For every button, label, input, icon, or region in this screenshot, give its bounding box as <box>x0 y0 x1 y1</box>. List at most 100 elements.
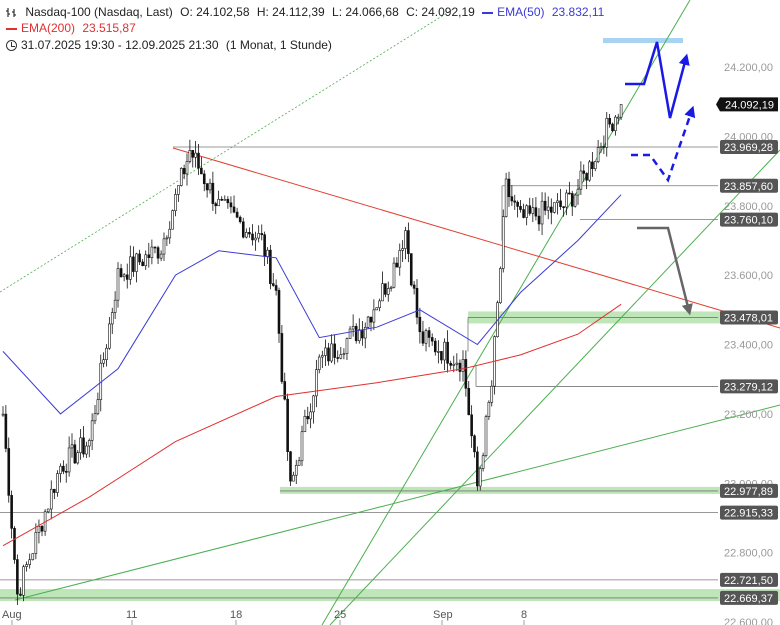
candle-body <box>34 532 38 554</box>
candle-body <box>248 232 251 235</box>
candle-body <box>333 343 336 358</box>
candle-body <box>312 395 315 413</box>
candle-body <box>519 206 522 210</box>
price-level-label-bg <box>720 212 778 227</box>
candle-body <box>223 199 227 201</box>
candle-body <box>226 199 230 204</box>
candle-body <box>499 268 502 304</box>
candle-body <box>559 200 562 207</box>
price-level-label-bg <box>720 572 778 587</box>
ema200-label: EMA(200) <box>21 21 76 35</box>
x-tick-label: 8 <box>521 609 527 621</box>
candle-body <box>540 200 544 225</box>
y-tick-label: 24.200,00 <box>724 62 773 74</box>
candle-body <box>185 161 189 175</box>
candle-body <box>191 150 195 158</box>
candle-body <box>119 268 123 278</box>
candle-body <box>522 209 525 218</box>
candle-body <box>381 283 384 302</box>
candle-body <box>125 274 129 280</box>
candle-body <box>556 200 559 203</box>
candle-body <box>361 329 364 339</box>
candle-body <box>351 325 355 330</box>
candle-body <box>513 200 517 203</box>
candle-body <box>478 468 482 487</box>
candle-body <box>62 465 65 472</box>
candle-body <box>37 525 41 533</box>
candle-body <box>108 323 111 349</box>
candle-body <box>73 444 77 464</box>
candle-body <box>330 343 333 362</box>
candle-body <box>10 495 13 529</box>
candle-body <box>392 262 396 288</box>
candle-body <box>153 246 157 249</box>
candle-body <box>56 473 59 493</box>
candle-body <box>220 198 224 201</box>
candle-body <box>64 471 68 473</box>
candle-body <box>437 351 440 353</box>
candle-body <box>132 256 135 272</box>
candle-body <box>67 447 71 473</box>
candle-body <box>156 247 160 259</box>
candle-body <box>427 330 431 338</box>
ema50-value: 23.832,11 <box>551 5 605 19</box>
price-level-label-bg <box>720 310 778 325</box>
candle-body <box>568 192 571 195</box>
candle-body <box>168 228 172 239</box>
candle-body <box>87 440 91 447</box>
candle-body <box>141 261 144 266</box>
candle-body <box>82 437 85 455</box>
candle-body <box>177 185 180 195</box>
candle-body <box>229 202 233 208</box>
candle-body <box>292 474 295 482</box>
candle-body <box>162 238 166 255</box>
candle-body <box>263 234 266 257</box>
steep-trend-line <box>321 0 691 625</box>
support-zone-22978 <box>280 486 720 494</box>
y-tick-label: 23.200,00 <box>724 409 773 421</box>
clock-icon <box>6 40 17 52</box>
candle-body <box>372 309 376 323</box>
candle-body <box>238 216 242 223</box>
candle-body <box>605 117 609 148</box>
candle-body <box>174 194 177 211</box>
candle-body <box>588 161 591 181</box>
candle-body <box>147 254 151 258</box>
price-level-label: 23.279,12 <box>724 381 773 393</box>
y-tick-label: 22.600,00 <box>724 617 773 625</box>
candle-body <box>257 233 260 239</box>
candle-body <box>389 286 393 289</box>
candle-body <box>484 416 488 457</box>
candle-body <box>378 300 381 308</box>
candle-body <box>446 341 449 364</box>
candle-body <box>357 329 361 342</box>
candle-body <box>458 362 462 372</box>
candle-body <box>345 338 349 354</box>
low-value: L: 24.066,68 <box>332 5 399 19</box>
candle-body <box>277 290 281 334</box>
candle-body <box>1 413 5 416</box>
price-level-label: 23.478,01 <box>724 312 773 324</box>
price-level-label: 22.669,37 <box>724 593 773 605</box>
chart-header: Nasdaq-100 (Nasdaq, Last) O: 24.102,58 H… <box>6 4 608 20</box>
resistance-line <box>172 147 780 329</box>
candle-body <box>342 353 346 355</box>
x-tick-label: Aug <box>2 609 22 621</box>
candle-body <box>235 211 239 218</box>
candle-body <box>619 104 623 118</box>
candle-body <box>565 192 568 208</box>
candle-body <box>28 559 31 565</box>
x-tick-label: Sep <box>433 609 453 621</box>
candle-body <box>611 123 614 132</box>
candle-body <box>93 413 97 422</box>
candle-body <box>294 464 298 476</box>
candle-body <box>430 337 434 342</box>
price-level-label: 23.857,60 <box>724 181 773 193</box>
candle-body <box>470 414 473 437</box>
candle-body <box>194 152 197 158</box>
candle-body <box>582 170 586 174</box>
candle-body <box>599 146 603 148</box>
price-level-label: 23.760,10 <box>724 215 773 227</box>
price-level-label: 22.721,50 <box>724 575 773 587</box>
candle-body <box>208 182 212 191</box>
